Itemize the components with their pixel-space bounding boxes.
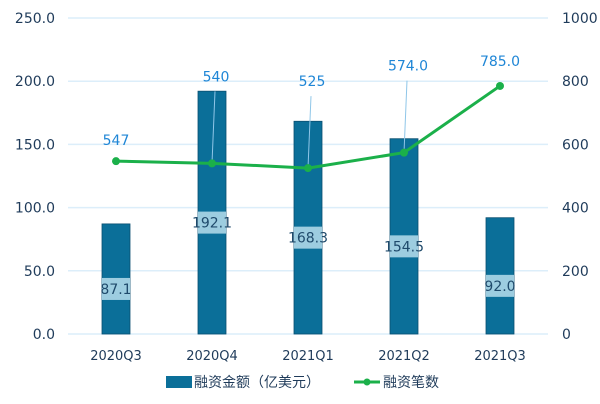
right-tick-label: 0 <box>562 327 571 343</box>
line-point <box>496 81 504 90</box>
line-point <box>112 157 120 166</box>
leader-line <box>403 80 408 153</box>
x-tick-label: 2021Q2 <box>378 349 430 364</box>
bar-label-box <box>102 277 130 300</box>
left-tick-label: 50.0 <box>24 264 55 280</box>
right-tick-label: 600 <box>562 137 589 153</box>
line-point <box>304 164 312 173</box>
leader-line <box>211 91 216 164</box>
left-tick-label: 150.0 <box>15 137 55 153</box>
bar-data-label: 92.0 <box>484 279 515 295</box>
right-tick-label: 200 <box>562 264 589 280</box>
legend-line-marker <box>363 378 371 386</box>
x-tick-label: 2020Q3 <box>90 349 142 364</box>
right-tick-label: 1000 <box>562 11 598 27</box>
left-tick-label: 100.0 <box>15 201 55 217</box>
line-point <box>208 159 216 168</box>
bar-data-label: 87.1 <box>100 282 131 298</box>
bar-data-label: 192.1 <box>192 216 232 232</box>
left-tick-label: 250.0 <box>15 11 55 27</box>
line-data-label: 785.0 <box>480 54 520 70</box>
bar-label-box <box>198 211 226 234</box>
line-data-label: 540 <box>203 69 230 85</box>
right-tick-label: 400 <box>562 201 589 217</box>
legend-bar-label: 融资金额（亿美元） <box>194 375 320 391</box>
bar-data-label: 168.3 <box>288 231 328 247</box>
bar-label-box <box>486 274 514 297</box>
line-point <box>400 148 408 157</box>
bar-data-label: 154.5 <box>384 239 424 255</box>
x-tick-label: 2021Q3 <box>474 349 526 364</box>
leader-line <box>307 96 312 169</box>
legend-line-label: 融资笔数 <box>383 375 439 391</box>
legend-bar-swatch <box>166 376 192 388</box>
x-tick-label: 2020Q4 <box>186 349 238 364</box>
line-data-label: 574.0 <box>388 59 428 75</box>
left-tick-label: 200.0 <box>15 74 55 90</box>
bar-label-box <box>294 226 322 249</box>
line-data-label: 525 <box>299 74 326 90</box>
x-tick-label: 2021Q1 <box>282 349 334 364</box>
right-tick-label: 800 <box>562 74 589 90</box>
left-tick-label: 0.0 <box>33 327 55 343</box>
line-data-label: 547 <box>103 133 130 149</box>
bar-label-box <box>390 235 418 258</box>
